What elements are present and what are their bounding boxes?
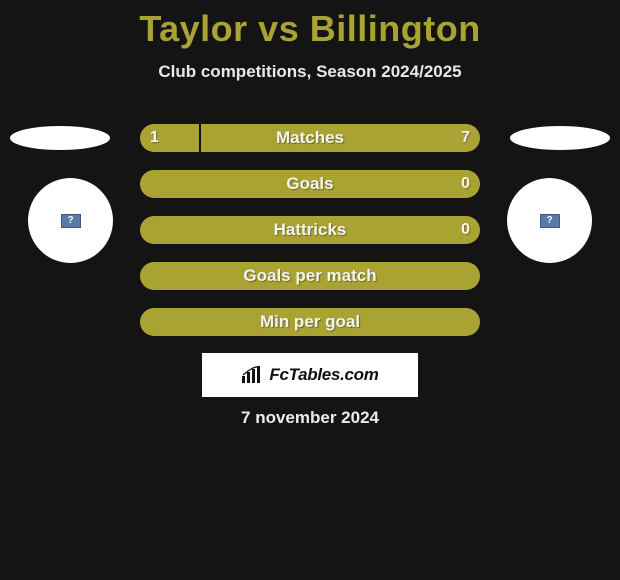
stat-bar-label: Hattricks [140, 216, 480, 244]
stat-bar-label: Matches [140, 124, 480, 152]
stat-bar-right-value: 0 [461, 216, 470, 244]
stat-bar-right-value: 0 [461, 170, 470, 198]
bar-chart-icon [241, 366, 263, 384]
stat-bar-left-value: 1 [150, 124, 159, 152]
stat-bar: Min per goal [140, 308, 480, 336]
stat-bar-right-value: 7 [461, 124, 470, 152]
stat-bar: Matches1 7 [140, 124, 480, 152]
left-team-badge: ? [28, 178, 113, 263]
stats-bars: Matches17Goals0Hattricks0Goals per match… [140, 124, 480, 354]
stat-bar: Hattricks0 [140, 216, 480, 244]
source-badge-text: FcTables.com [269, 365, 378, 385]
stat-bar: Goals per match [140, 262, 480, 290]
stat-bar-label: Goals per match [140, 262, 480, 290]
unknown-badge-icon: ? [540, 214, 560, 228]
page-subtitle: Club competitions, Season 2024/2025 [0, 62, 620, 82]
snapshot-date: 7 november 2024 [0, 408, 620, 428]
unknown-badge-icon: ? [61, 214, 81, 228]
source-badge: FcTables.com [202, 353, 418, 397]
stat-bar: Goals0 [140, 170, 480, 198]
right-team-ellipse [510, 126, 610, 150]
stat-bar-label: Goals [140, 170, 480, 198]
left-team-ellipse [10, 126, 110, 150]
right-team-badge: ? [507, 178, 592, 263]
stat-bar-label: Min per goal [140, 308, 480, 336]
page-title: Taylor vs Billington [0, 0, 620, 50]
